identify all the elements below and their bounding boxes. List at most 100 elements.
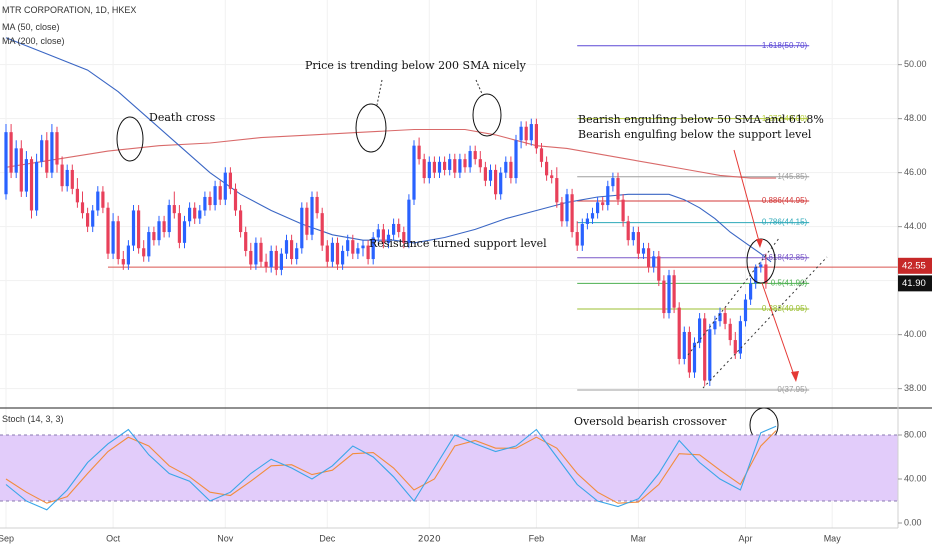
candle-body[interactable]: [458, 159, 462, 173]
candle-body[interactable]: [50, 132, 54, 173]
candle-body[interactable]: [24, 159, 28, 192]
candle-body[interactable]: [259, 242, 263, 262]
candle-body[interactable]: [743, 299, 748, 322]
candle-body[interactable]: [570, 194, 574, 233]
candle-body[interactable]: [80, 202, 85, 214]
candle-body[interactable]: [682, 331, 686, 359]
candle-body[interactable]: [723, 313, 727, 324]
candle-body[interactable]: [96, 191, 100, 211]
candle-body[interactable]: [320, 213, 324, 246]
candle-body[interactable]: [636, 232, 640, 254]
candle-body[interactable]: [667, 275, 671, 314]
candle-body[interactable]: [473, 151, 477, 160]
candle-body[interactable]: [335, 242, 340, 265]
candle-body[interactable]: [70, 169, 74, 189]
candle-body[interactable]: [692, 342, 697, 373]
candle-body[interactable]: [19, 148, 23, 192]
candle-body[interactable]: [40, 140, 44, 162]
candle-body[interactable]: [208, 196, 212, 206]
candle-body[interactable]: [366, 245, 370, 260]
candle-body[interactable]: [157, 221, 161, 241]
candle-body[interactable]: [371, 237, 375, 260]
candle-body[interactable]: [381, 229, 385, 243]
candle-body[interactable]: [647, 248, 651, 268]
candle-body[interactable]: [284, 240, 289, 254]
candle-body[interactable]: [764, 264, 768, 284]
candle-body[interactable]: [453, 159, 457, 173]
candle-body[interactable]: [412, 145, 416, 200]
candle-body[interactable]: [580, 223, 584, 246]
candle-body[interactable]: [611, 178, 615, 187]
candle-body[interactable]: [300, 207, 304, 249]
candle-body[interactable]: [376, 229, 380, 238]
candle-body[interactable]: [524, 126, 528, 141]
candle-body[interactable]: [147, 232, 151, 257]
candle-body[interactable]: [295, 248, 299, 260]
candle-body[interactable]: [560, 202, 564, 222]
candle-body[interactable]: [356, 248, 360, 254]
candle-body[interactable]: [142, 248, 146, 257]
candle-body[interactable]: [713, 321, 717, 330]
candle-body[interactable]: [443, 161, 447, 170]
candle-body[interactable]: [407, 199, 411, 243]
stoch-legend[interactable]: Stoch (14, 3, 3): [2, 414, 64, 424]
candle-body[interactable]: [687, 331, 691, 373]
candle-body[interactable]: [361, 245, 365, 249]
candle-body[interactable]: [483, 167, 487, 181]
candle-body[interactable]: [330, 242, 334, 262]
candle-body[interactable]: [550, 175, 554, 179]
candle-body[interactable]: [290, 240, 294, 260]
candle-body[interactable]: [152, 232, 156, 241]
candle-body[interactable]: [575, 232, 579, 246]
candle-body[interactable]: [738, 321, 742, 354]
candle-body[interactable]: [177, 213, 181, 243]
candle-body[interactable]: [703, 318, 707, 381]
ma50-legend[interactable]: MA (50, close): [2, 22, 60, 32]
candle-body[interactable]: [514, 140, 518, 179]
candle-body[interactable]: [555, 178, 559, 203]
candle-body[interactable]: [397, 223, 401, 233]
candle-body[interactable]: [478, 159, 482, 168]
candle-body[interactable]: [621, 199, 625, 222]
candle-body[interactable]: [499, 172, 503, 195]
candle-body[interactable]: [325, 245, 329, 262]
candle-body[interactable]: [662, 280, 666, 314]
candle-body[interactable]: [463, 159, 467, 168]
candle-body[interactable]: [137, 210, 141, 249]
candle-body[interactable]: [427, 161, 431, 179]
candle-body[interactable]: [545, 161, 549, 176]
candle-body[interactable]: [239, 210, 243, 233]
candle-body[interactable]: [468, 151, 472, 168]
candle-body[interactable]: [437, 161, 442, 173]
candle-body[interactable]: [167, 205, 171, 233]
candle-body[interactable]: [45, 140, 49, 173]
candle-body[interactable]: [708, 329, 712, 381]
candle-body[interactable]: [101, 191, 105, 208]
candle-body[interactable]: [213, 186, 217, 206]
candle-body[interactable]: [29, 159, 34, 211]
candle-body[interactable]: [596, 202, 600, 214]
candle-body[interactable]: [718, 313, 722, 322]
candle-body[interactable]: [274, 250, 278, 270]
candle-body[interactable]: [310, 196, 314, 235]
candle-body[interactable]: [269, 250, 273, 268]
candle-body[interactable]: [162, 221, 166, 233]
candle-body[interactable]: [182, 221, 187, 243]
candle-body[interactable]: [631, 232, 635, 241]
candle-body[interactable]: [233, 188, 238, 211]
candle-body[interactable]: [264, 261, 268, 268]
candle-body[interactable]: [346, 240, 350, 251]
candle-body[interactable]: [111, 221, 115, 254]
candle-body[interactable]: [402, 232, 406, 243]
candle-body[interactable]: [534, 124, 538, 149]
candle-body[interactable]: [228, 172, 232, 189]
candle-body[interactable]: [677, 307, 681, 359]
candle-body[interactable]: [86, 213, 90, 227]
candle-body[interactable]: [14, 148, 18, 173]
candle-body[interactable]: [698, 318, 702, 343]
candle-body[interactable]: [131, 210, 136, 246]
candle-body[interactable]: [657, 256, 661, 281]
candle-body[interactable]: [126, 245, 130, 265]
candle-body[interactable]: [601, 202, 605, 206]
candle-body[interactable]: [626, 221, 630, 241]
